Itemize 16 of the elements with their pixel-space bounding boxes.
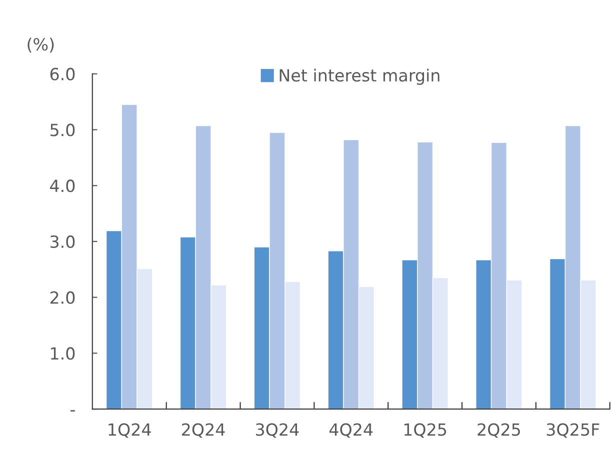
- x-tick-label: 4Q24: [329, 423, 373, 438]
- x-tick-label: 2Q25: [478, 423, 520, 438]
- y-tick-label: 6.0: [50, 68, 75, 80]
- x-tick-label: 1Q25: [404, 423, 446, 438]
- legend-label: Net interest margin: [280, 68, 440, 85]
- x-tick-label: 3Q25F: [546, 423, 600, 438]
- y-tick-label: 1.0: [51, 347, 75, 360]
- y-tick-label: 5.0: [50, 124, 75, 136]
- x-tick-label: 3Q24: [256, 423, 299, 438]
- y-tick-label: -: [70, 410, 75, 412]
- y-tick-label: 3.0: [50, 235, 75, 248]
- x-tick-label: 1Q24: [108, 423, 151, 438]
- y-axis-title: (%): [28, 38, 54, 53]
- x-tick-label: 2Q24: [182, 423, 225, 438]
- y-tick-label: 2.0: [50, 291, 75, 304]
- y-tick-label: 4.0: [50, 180, 75, 192]
